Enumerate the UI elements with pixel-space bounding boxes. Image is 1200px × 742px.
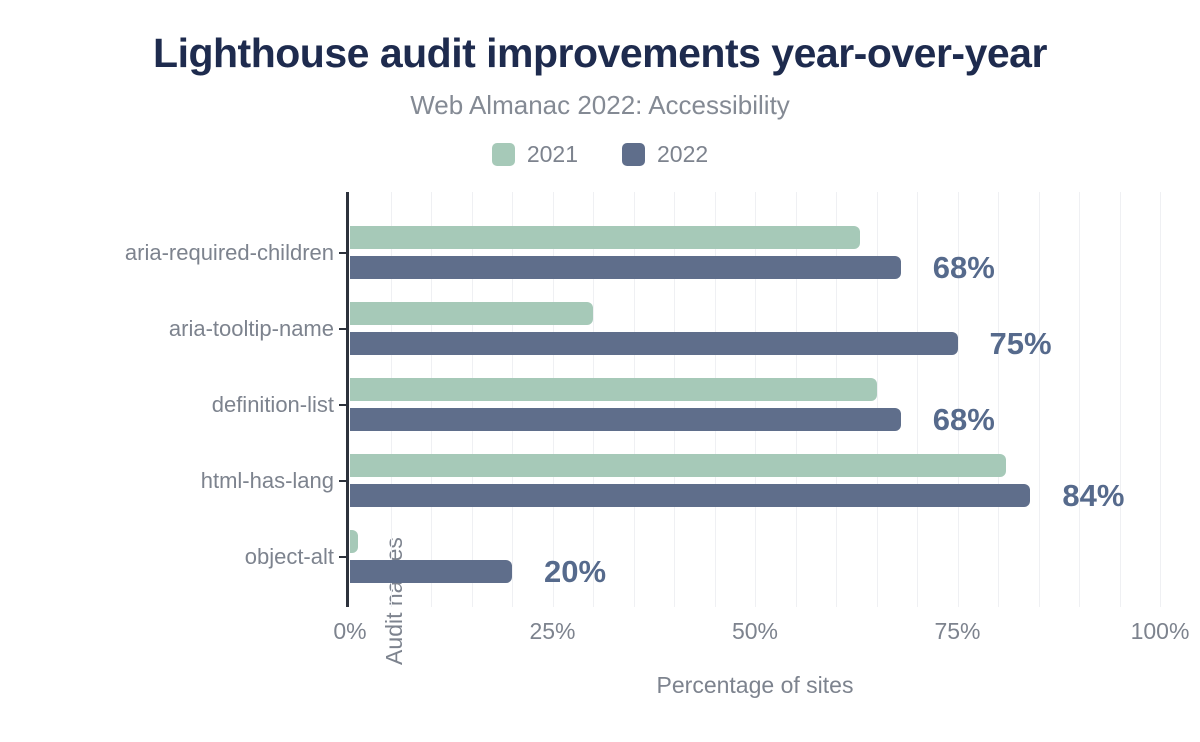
x-tick-label-50%: 50% bbox=[731, 618, 779, 644]
legend-swatch-2021 bbox=[491, 143, 515, 166]
gridline-95 bbox=[1119, 192, 1121, 607]
gridline-80 bbox=[998, 192, 999, 607]
gridline-90 bbox=[1079, 192, 1080, 607]
gridline-70 bbox=[917, 192, 918, 607]
legend-item-2022: 2022 bbox=[622, 141, 708, 168]
category-label-aria-required-children: aria-required-children bbox=[124, 239, 334, 265]
bar-2021-aria-tooltip-name bbox=[350, 302, 593, 325]
y-axis-tick bbox=[339, 555, 346, 558]
x-tick-label-75%: 75% bbox=[934, 618, 981, 644]
value-label-aria-required-children: 68% bbox=[932, 250, 995, 285]
category-label-html-has-lang: html-has-lang bbox=[200, 467, 334, 493]
x-tick-label-25%: 25% bbox=[529, 618, 576, 644]
chart-title: Lighthouse audit improvements year-over-… bbox=[153, 30, 1047, 76]
bar-2022-definition-list bbox=[350, 408, 901, 431]
legend-label-2021: 2021 bbox=[526, 141, 578, 167]
legend: 2021 2022 bbox=[0, 141, 1200, 168]
y-axis-line bbox=[346, 192, 349, 607]
x-tick-label-100%: 100% bbox=[1130, 618, 1190, 644]
value-label-object-alt: 20% bbox=[544, 554, 607, 589]
legend-item-2021: 2021 bbox=[491, 141, 578, 168]
bar-2021-object-alt bbox=[350, 530, 359, 553]
y-axis-tick bbox=[339, 479, 346, 482]
bar-2022-aria-tooltip-name bbox=[350, 332, 958, 355]
value-label-aria-tooltip-name: 75% bbox=[989, 326, 1052, 361]
gridline-75 bbox=[957, 192, 959, 607]
y-axis-title: Audit names bbox=[381, 537, 407, 665]
bar-2021-html-has-lang bbox=[350, 454, 1007, 477]
x-tick-label-0%: 0% bbox=[333, 618, 367, 644]
legend-swatch-2022 bbox=[622, 143, 645, 166]
x-axis-title: Percentage of sites bbox=[656, 672, 854, 698]
y-axis-tick bbox=[339, 327, 346, 330]
gridline-85 bbox=[1038, 192, 1040, 607]
y-axis-tick bbox=[339, 251, 346, 254]
plot-area: Percentage of sites Audit names aria-req… bbox=[125, 192, 1189, 698]
bar-2022-object-alt bbox=[350, 560, 512, 583]
legend-label-2022: 2022 bbox=[657, 141, 709, 167]
bar-2022-aria-required-children bbox=[350, 256, 901, 279]
category-label-object-alt: object-alt bbox=[244, 543, 334, 569]
bar-2021-aria-required-children bbox=[350, 226, 861, 249]
y-axis-tick bbox=[339, 403, 346, 406]
value-label-definition-list: 68% bbox=[932, 402, 995, 437]
gridline-100 bbox=[1160, 192, 1161, 607]
category-label-aria-tooltip-name: aria-tooltip-name bbox=[168, 315, 334, 341]
bar-2022-html-has-lang bbox=[350, 484, 1031, 507]
value-label-html-has-lang: 84% bbox=[1062, 478, 1125, 513]
category-label-definition-list: definition-list bbox=[211, 391, 334, 417]
chart-subtitle: Web Almanac 2022: Accessibility bbox=[410, 90, 790, 120]
gridline-65 bbox=[876, 192, 878, 607]
bar-2021-definition-list bbox=[350, 378, 877, 401]
